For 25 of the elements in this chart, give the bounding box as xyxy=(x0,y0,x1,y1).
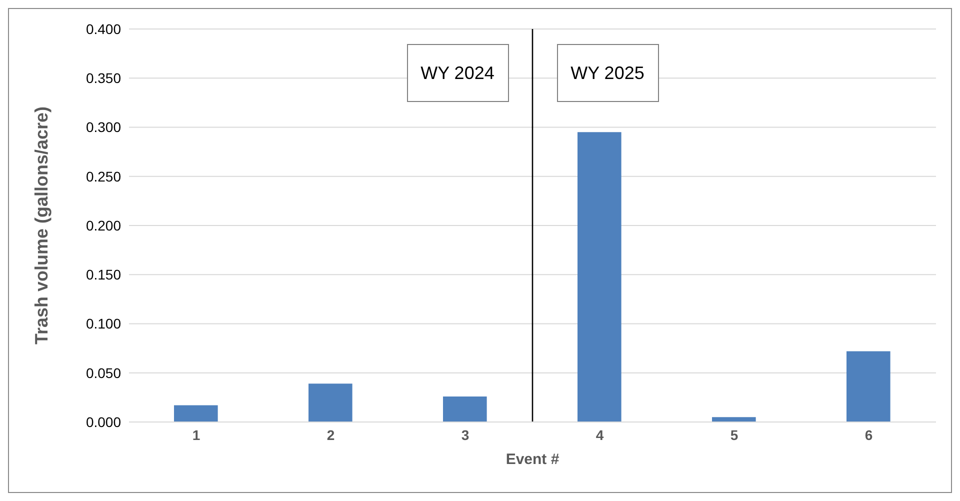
y-axis-title: Trash volume (gallons/acre) xyxy=(31,106,52,345)
bar xyxy=(174,405,218,422)
y-tick-label: 0.400 xyxy=(86,20,122,37)
y-tick-label: 0.200 xyxy=(86,217,122,234)
bar xyxy=(443,396,487,422)
bar xyxy=(308,384,352,422)
y-tick-label: 0.300 xyxy=(86,119,122,136)
x-tick-label: 6 xyxy=(864,426,873,443)
bar xyxy=(712,417,756,422)
bar xyxy=(578,132,622,422)
y-tick-label: 0.350 xyxy=(86,70,122,86)
x-tick-label: 3 xyxy=(461,426,470,443)
y-tick-label: 0.000 xyxy=(86,414,122,430)
x-tick-label: 2 xyxy=(326,426,335,443)
x-axis-title: Event # xyxy=(506,451,560,468)
y-tick-label: 0.250 xyxy=(86,168,122,184)
annotation: WY 2025 xyxy=(556,44,658,102)
y-tick-label: 0.100 xyxy=(86,316,122,332)
x-tick-label: 1 xyxy=(192,426,200,443)
x-tick-label: 5 xyxy=(730,426,738,443)
x-tick-label: 4 xyxy=(596,426,604,443)
y-tick-label: 0.050 xyxy=(86,364,122,381)
bar xyxy=(846,351,890,422)
y-tick-label: 0.150 xyxy=(86,266,122,283)
annotation: WY 2024 xyxy=(406,44,508,102)
